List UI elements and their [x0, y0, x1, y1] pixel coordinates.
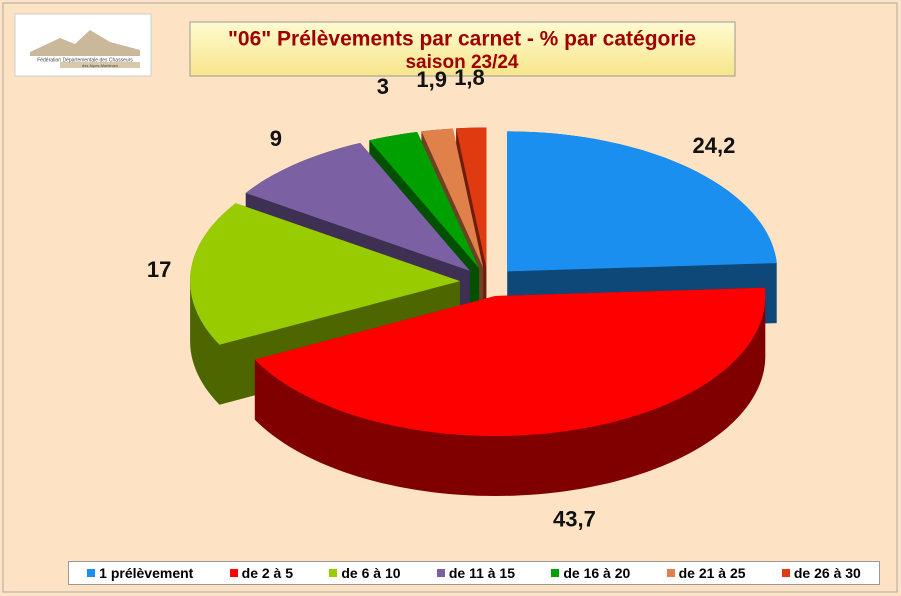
legend-label: 1 prélèvement — [99, 565, 194, 581]
legend-label: de 11 à 15 — [448, 565, 516, 581]
chart-title: "06" Prélèvements par carnet - % par cat… — [228, 28, 696, 51]
legend-item: de 6 à 10 — [329, 565, 401, 581]
legend-swatch — [229, 569, 238, 577]
legend-swatch — [781, 569, 790, 577]
legend-swatch — [551, 569, 560, 577]
chart-subtitle: saison 23/24 — [405, 52, 518, 73]
legend-item: de 21 à 25 — [666, 565, 746, 581]
slice — [190, 203, 460, 345]
data-label: 24,2 — [692, 133, 735, 158]
title-box — [189, 21, 736, 77]
legend: 1 prélèvement de 2 à 5 de 6 à 10 de 11 à 15… — [68, 561, 880, 585]
data-label: 17 — [147, 257, 171, 282]
slice — [421, 128, 484, 268]
logo-band — [60, 62, 140, 68]
legend-swatch — [666, 569, 675, 577]
legend-label: de 21 à 25 — [678, 565, 746, 581]
legend-swatch — [329, 569, 338, 577]
logo-text: des Alpes-Maritimes — [82, 63, 118, 68]
data-label: 9 — [270, 126, 282, 151]
slice — [369, 132, 480, 269]
legend-item: 1 prélèvement — [87, 565, 193, 581]
legend-label: de 16 à 20 — [563, 565, 631, 581]
slice — [456, 127, 487, 268]
legend-item: de 26 à 30 — [781, 565, 861, 581]
legend-swatch — [436, 569, 445, 577]
legend-item: de 2 à 5 — [229, 565, 294, 581]
data-label: 3 — [377, 74, 389, 99]
data-label: 1,8 — [454, 65, 485, 90]
slice — [254, 287, 766, 436]
legend-item: de 11 à 15 — [436, 565, 516, 581]
legend-swatch — [87, 569, 96, 577]
legend-item: de 16 à 20 — [551, 565, 630, 581]
legend-label: de 2 à 5 — [241, 565, 294, 581]
legend-label: de 6 à 10 — [341, 565, 401, 581]
slice — [507, 131, 777, 272]
logo-mountain — [30, 30, 140, 56]
slice — [245, 143, 470, 271]
logo-text: Fédération Départementale des Chasseurs — [37, 57, 133, 63]
data-label: 43,7 — [553, 507, 596, 532]
data-label: 1,9 — [416, 67, 447, 92]
legend-label: de 26 à 30 — [793, 565, 861, 581]
